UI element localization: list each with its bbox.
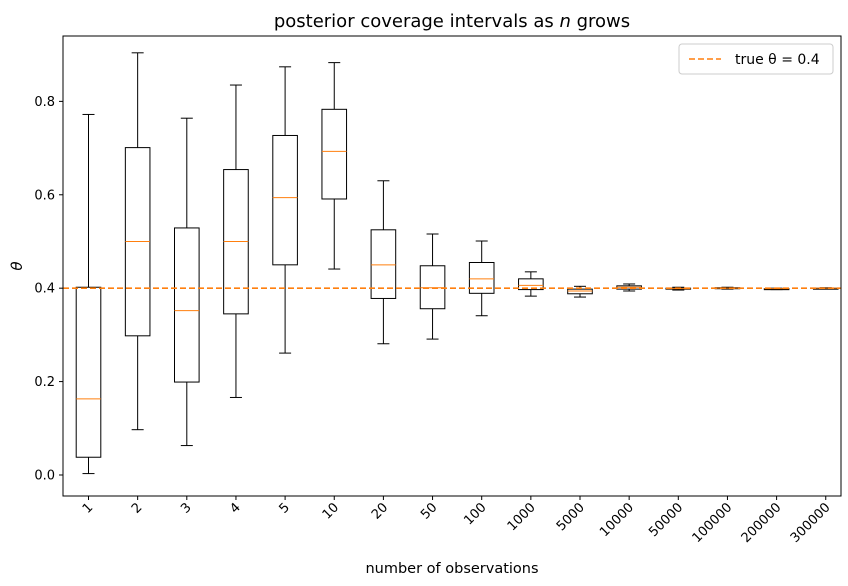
y-axis: 0.0 0.2 0.4 0.6 0.8	[34, 95, 63, 483]
x-tick-label: 200000	[739, 500, 785, 546]
x-axis-label: number of observations	[365, 561, 538, 577]
box-plot	[223, 84, 249, 398]
x-tick-label: 1000	[505, 500, 539, 534]
x-tick-label: 1	[80, 500, 96, 516]
box-plot	[468, 240, 495, 317]
x-tick-label: 10	[320, 500, 342, 522]
y-axis-label: θ	[8, 261, 26, 270]
box-plot	[567, 285, 593, 298]
legend-frame	[678, 43, 834, 75]
y-tick-label: 0.6	[34, 188, 55, 203]
box-plot	[370, 180, 397, 345]
box-plot	[518, 271, 544, 297]
box-plot	[272, 66, 298, 354]
legend: true θ = 0.4	[678, 43, 834, 75]
y-tick-label: 0.8	[34, 95, 55, 110]
box	[468, 261, 495, 294]
box	[272, 134, 298, 266]
y-tick-label: 0.2	[34, 375, 55, 390]
box	[518, 278, 544, 291]
plot-area	[63, 36, 841, 496]
x-tick-label: 300000	[788, 500, 834, 546]
x-tick-label: 3	[178, 500, 194, 516]
y-tick-label: 0.0	[34, 468, 55, 483]
box-plot	[75, 113, 102, 475]
x-tick-label: 10000	[597, 500, 637, 540]
x-tick-label: 50000	[646, 500, 686, 540]
x-tick-label: 50	[418, 500, 440, 522]
x-tick-label: 100	[461, 500, 489, 528]
x-tick-label: 5	[276, 500, 292, 516]
box	[370, 229, 397, 299]
box	[321, 108, 348, 200]
plot-frame	[62, 35, 842, 497]
box-plot	[714, 286, 741, 290]
x-tick-label: 20	[369, 500, 391, 522]
box-plot	[812, 287, 839, 290]
x-tick-label: 4	[227, 500, 243, 516]
box	[174, 227, 200, 383]
x-tick-label: 5000	[554, 500, 588, 534]
legend-label: true θ = 0.4	[735, 52, 820, 68]
box-plot	[321, 62, 348, 270]
x-tick-label: 2	[129, 500, 145, 516]
x-tick-label: 100000	[690, 500, 736, 546]
box-plot	[174, 117, 200, 447]
box	[75, 286, 102, 458]
y-tick-label: 0.4	[34, 282, 55, 297]
box-plot	[124, 52, 151, 431]
x-axis: 1 2 3 4 5 10 20 50 100 1000 5000 10000 50000 100000 20…	[80, 496, 834, 546]
chart-title: posterior coverage intervals as n grows	[274, 11, 630, 32]
